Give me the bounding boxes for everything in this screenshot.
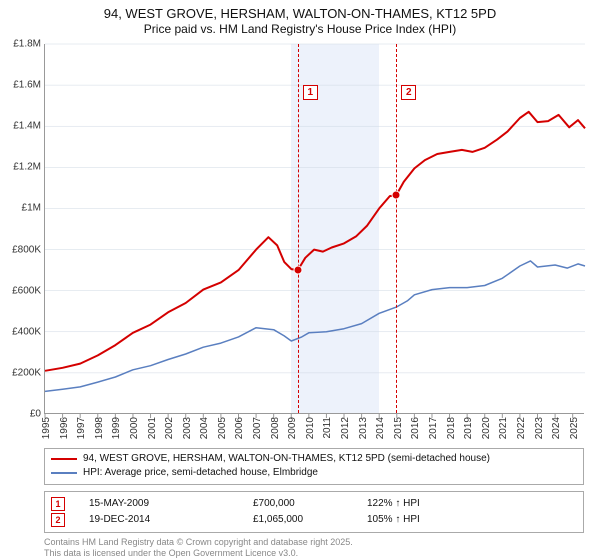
transaction-price: £700,000: [253, 496, 343, 512]
x-tick-label: 2010: [305, 417, 316, 439]
x-tick-label: 2001: [147, 417, 158, 439]
sale-marker-dot: [392, 191, 401, 200]
x-tick-label: 2003: [182, 417, 193, 439]
transaction-row: 2 19-DEC-2014 £1,065,000 105% ↑ HPI: [51, 512, 577, 528]
x-tick-label: 2011: [322, 417, 333, 439]
x-tick-label: 2004: [199, 417, 210, 439]
legend-swatch: [51, 472, 77, 474]
x-tick-label: 2009: [287, 417, 298, 439]
plot-box: £0£200K£400K£600K£800K£1M£1.2M£1.4M£1.6M…: [44, 44, 584, 414]
x-tick-label: 2002: [164, 417, 175, 439]
x-tick-label: 1996: [59, 417, 70, 439]
legend-swatch: [51, 458, 77, 460]
x-tick-label: 2021: [498, 417, 509, 439]
x-tick-label: 2025: [569, 417, 580, 439]
x-tick-label: 1997: [76, 417, 87, 439]
sale-marker-label: 1: [303, 85, 318, 100]
x-tick-label: 2012: [340, 417, 351, 439]
transaction-row: 1 15-MAY-2009 £700,000 122% ↑ HPI: [51, 496, 577, 512]
license-text: Contains HM Land Registry data © Crown c…: [44, 537, 584, 560]
sale-marker-label: 2: [401, 85, 416, 100]
series-line-hpi: [45, 261, 585, 392]
x-tick-label: 2015: [393, 417, 404, 439]
y-tick-label: £1M: [5, 203, 41, 214]
y-tick-label: £1.2M: [5, 162, 41, 173]
chart-container: 94, WEST GROVE, HERSHAM, WALTON-ON-THAME…: [0, 0, 600, 560]
chart-footer: 94, WEST GROVE, HERSHAM, WALTON-ON-THAME…: [44, 448, 584, 560]
legend-item: 94, WEST GROVE, HERSHAM, WALTON-ON-THAME…: [51, 452, 577, 466]
transaction-pct: 105% ↑ HPI: [367, 512, 477, 528]
legend-item: HPI: Average price, semi-detached house,…: [51, 466, 577, 480]
y-tick-label: £1.4M: [5, 121, 41, 132]
x-tick-label: 2018: [446, 417, 457, 439]
y-tick-label: £1.6M: [5, 80, 41, 91]
chart-plot-area: £0£200K£400K£600K£800K£1M£1.2M£1.4M£1.6M…: [44, 44, 584, 414]
sale-marker-line: [298, 44, 299, 413]
legend-box: 94, WEST GROVE, HERSHAM, WALTON-ON-THAME…: [44, 448, 584, 485]
transaction-date: 19-DEC-2014: [89, 512, 189, 528]
y-tick-label: £400K: [5, 326, 41, 337]
transactions-box: 1 15-MAY-2009 £700,000 122% ↑ HPI 2 19-D…: [44, 491, 584, 533]
y-tick-label: £200K: [5, 367, 41, 378]
x-tick-label: 1999: [111, 417, 122, 439]
x-tick-label: 2017: [428, 417, 439, 439]
x-tick-label: 2006: [234, 417, 245, 439]
chart-title: 94, WEST GROVE, HERSHAM, WALTON-ON-THAME…: [0, 0, 600, 22]
transaction-date: 15-MAY-2009: [89, 496, 189, 512]
x-tick-label: 1995: [41, 417, 52, 439]
y-tick-label: £800K: [5, 244, 41, 255]
sale-marker-line: [396, 44, 397, 413]
x-tick-label: 2007: [252, 417, 263, 439]
y-tick-label: £0: [5, 409, 41, 420]
license-line: This data is licensed under the Open Gov…: [44, 548, 584, 559]
x-tick-label: 2022: [516, 417, 527, 439]
transaction-price: £1,065,000: [253, 512, 343, 528]
x-tick-label: 1998: [94, 417, 105, 439]
x-tick-label: 2016: [410, 417, 421, 439]
chart-subtitle: Price paid vs. HM Land Registry's House …: [0, 22, 600, 40]
x-tick-label: 2000: [129, 417, 140, 439]
legend-label: HPI: Average price, semi-detached house,…: [83, 466, 318, 480]
sale-marker-dot: [293, 266, 302, 275]
x-tick-label: 2020: [481, 417, 492, 439]
x-tick-label: 2005: [217, 417, 228, 439]
x-tick-label: 2023: [534, 417, 545, 439]
legend-label: 94, WEST GROVE, HERSHAM, WALTON-ON-THAME…: [83, 452, 490, 466]
y-tick-label: £600K: [5, 285, 41, 296]
x-tick-label: 2019: [463, 417, 474, 439]
y-tick-label: £1.8M: [5, 39, 41, 50]
x-tick-label: 2008: [270, 417, 281, 439]
transaction-pct: 122% ↑ HPI: [367, 496, 477, 512]
transaction-marker: 2: [51, 513, 65, 527]
license-line: Contains HM Land Registry data © Crown c…: [44, 537, 584, 548]
x-tick-label: 2013: [358, 417, 369, 439]
x-tick-label: 2024: [551, 417, 562, 439]
transaction-marker: 1: [51, 497, 65, 511]
x-tick-label: 2014: [375, 417, 386, 439]
